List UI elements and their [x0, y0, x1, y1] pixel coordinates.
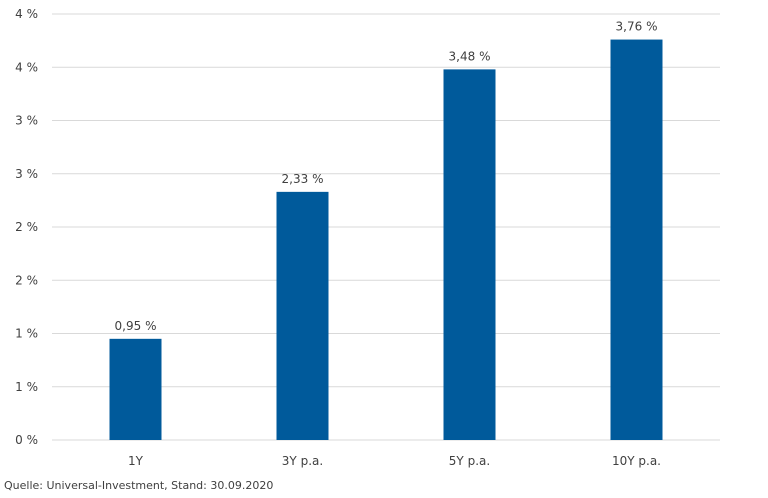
- y-tick-label: 3 %: [15, 114, 38, 128]
- data-label: 2,33 %: [282, 172, 324, 186]
- bar: [443, 69, 496, 440]
- x-tick-label: 5Y p.a.: [449, 454, 490, 468]
- bar: [109, 338, 162, 440]
- bars: [109, 39, 663, 441]
- data-label: 3,76 %: [616, 20, 658, 34]
- data-label: 0,95 %: [115, 319, 157, 333]
- bar: [610, 39, 663, 441]
- gridlines: [52, 13, 720, 388]
- y-tick-label: 3 %: [15, 167, 38, 181]
- y-tick-label: 2 %: [15, 273, 38, 287]
- y-tick-label: 4 %: [15, 60, 38, 74]
- y-tick-label: 1 %: [15, 380, 38, 394]
- x-tick-label: 10Y p.a.: [612, 454, 661, 468]
- x-tick-label: 3Y p.a.: [282, 454, 323, 468]
- data-label: 3,48 %: [449, 49, 491, 63]
- x-tick-label: 1Y: [128, 454, 144, 468]
- x-axis-ticks: 1Y 3Y p.a. 5Y p.a. 10Y p.a.: [128, 454, 661, 468]
- y-tick-label: 4 %: [15, 7, 38, 21]
- bar: [276, 191, 329, 440]
- y-axis-ticks: 0 % 1 % 1 % 2 % 2 % 3 % 3 % 4 % 4 %: [15, 7, 38, 447]
- y-tick-label: 0 %: [15, 433, 38, 447]
- bar-chart: 0 % 1 % 1 % 2 % 2 % 3 % 3 % 4 % 4 % 0,95 % 2,33 %…: [15, 7, 720, 468]
- data-labels: 0,95 % 2,33 % 3,48 % 3,76 %: [115, 20, 658, 333]
- y-tick-label: 2 %: [15, 220, 38, 234]
- source-note: Quelle: Universal-Investment, Stand: 30.…: [4, 479, 274, 492]
- y-tick-label: 1 %: [15, 327, 38, 341]
